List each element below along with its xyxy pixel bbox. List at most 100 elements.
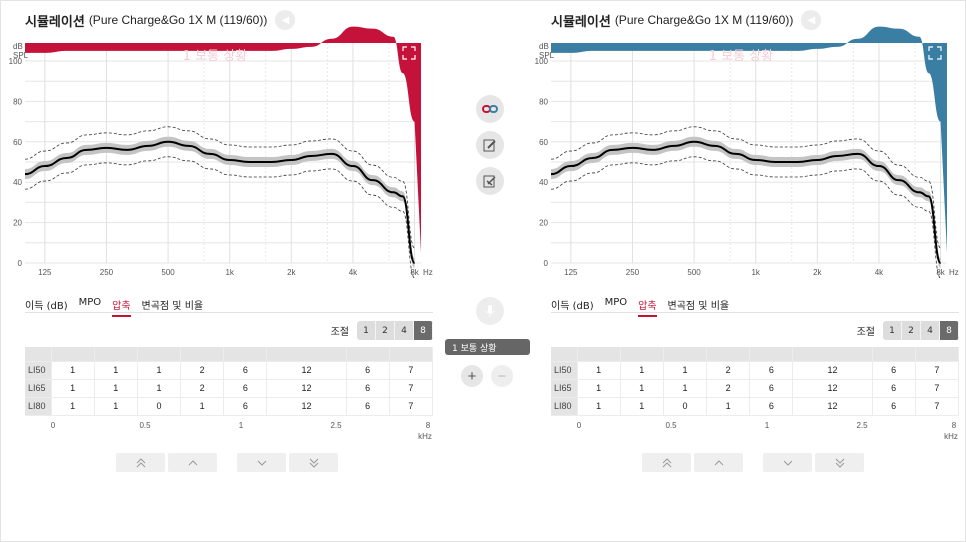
tab-compression[interactable]: 압축: [112, 297, 131, 317]
tab-gain[interactable]: 이득 (dB): [25, 301, 68, 312]
cell-value[interactable]: 12: [792, 379, 873, 398]
cell-value[interactable]: 6: [223, 379, 268, 398]
cell-value[interactable]: 12: [266, 397, 347, 416]
increase-button[interactable]: [168, 453, 217, 472]
cell-value[interactable]: 1: [94, 361, 138, 380]
cell-value[interactable]: 1: [663, 379, 708, 398]
speaker-icon[interactable]: ◀: [801, 10, 822, 30]
cell-value[interactable]: 1: [620, 361, 664, 380]
zoom-control: 조절 1 2 4 8: [857, 321, 959, 340]
cell-value[interactable]: 7: [915, 397, 960, 416]
cell-value[interactable]: 6: [872, 379, 916, 398]
y-unit-label: SPL: [539, 51, 555, 60]
cell-value[interactable]: 1: [577, 361, 621, 380]
increase-more-button[interactable]: [642, 453, 691, 472]
decrease-more-button[interactable]: [815, 453, 864, 472]
cell-value[interactable]: 6: [223, 361, 268, 380]
row-label: LI80: [25, 397, 52, 416]
cell-value[interactable]: 1: [94, 397, 138, 416]
tab-gain[interactable]: 이득 (dB): [551, 301, 594, 312]
cell-value[interactable]: 1: [51, 361, 95, 380]
cell-value[interactable]: 1: [706, 397, 751, 416]
cell-value[interactable]: 12: [266, 379, 347, 398]
edit-button[interactable]: [476, 131, 504, 159]
cell-value[interactable]: 7: [915, 379, 960, 398]
cell-value[interactable]: 6: [749, 361, 794, 380]
decrease-more-button[interactable]: [289, 453, 338, 472]
speaker-icon[interactable]: ◀: [275, 10, 296, 30]
cell-value[interactable]: 7: [915, 361, 960, 380]
cell-value[interactable]: 6: [346, 361, 390, 380]
cell-value[interactable]: 0: [663, 397, 708, 416]
cell-value[interactable]: 6: [223, 397, 268, 416]
row-label: LI50: [551, 361, 578, 380]
tab-compression[interactable]: 압축: [638, 297, 657, 317]
zoom-control: 조절 1 2 4 8: [331, 321, 433, 340]
cell-value[interactable]: 1: [137, 379, 182, 398]
cell-value[interactable]: 2: [706, 361, 751, 380]
cell-value[interactable]: 1: [620, 379, 664, 398]
cell-value[interactable]: 12: [792, 397, 873, 416]
tab-kneepoint-ratio[interactable]: 변곡점 및 비율: [141, 301, 204, 312]
edit-alt-button[interactable]: [476, 167, 504, 195]
khz-unit: kHz: [418, 432, 432, 441]
tab-kneepoint-ratio[interactable]: 변곡점 및 비율: [667, 301, 730, 312]
cell-value[interactable]: 6: [346, 397, 390, 416]
remove-situation-button[interactable]: −: [491, 365, 513, 387]
cell-value[interactable]: 1: [180, 397, 225, 416]
y-tick-label: 60: [539, 138, 548, 147]
info-icon: [379, 45, 395, 61]
microphone-button[interactable]: [476, 297, 504, 325]
cell-value[interactable]: 1: [94, 379, 138, 398]
decrease-button[interactable]: [237, 453, 286, 472]
cell-value[interactable]: 12: [792, 361, 873, 380]
cell-value[interactable]: 7: [389, 361, 434, 380]
y-unit-label: dB: [539, 42, 549, 51]
cell-value[interactable]: 6: [872, 361, 916, 380]
cell-value[interactable]: 1: [51, 379, 95, 398]
cell-value[interactable]: 6: [346, 379, 390, 398]
cell-value[interactable]: 2: [180, 379, 225, 398]
zoom-option-2[interactable]: 2: [376, 321, 395, 340]
x-tick-label: 125: [38, 268, 52, 277]
cell-value[interactable]: 6: [749, 397, 794, 416]
panel-title: 시뮬레이션 (Pure Charge&Go 1X M (119/60)) ◀: [551, 10, 822, 30]
device-name: (Pure Charge&Go 1X M (119/60)): [88, 13, 268, 27]
cell-value[interactable]: 1: [577, 397, 621, 416]
increase-more-button[interactable]: [116, 453, 165, 472]
tab-mpo[interactable]: MPO: [604, 297, 628, 308]
zoom-option-4[interactable]: 4: [921, 321, 940, 340]
zoom-option-1[interactable]: 1: [357, 321, 376, 340]
lower-limit-line: [550, 156, 941, 279]
cell-value[interactable]: 1: [663, 361, 708, 380]
cell-value[interactable]: 1: [51, 397, 95, 416]
cell-value[interactable]: 6: [872, 397, 916, 416]
cell-value[interactable]: 1: [577, 379, 621, 398]
cell-value[interactable]: 1: [137, 361, 182, 380]
tab-mpo[interactable]: MPO: [78, 297, 102, 308]
khz-tick: 2.5: [856, 421, 868, 430]
cell-value[interactable]: 2: [180, 361, 225, 380]
zoom-option-1[interactable]: 1: [883, 321, 902, 340]
zoom-option-4[interactable]: 4: [395, 321, 414, 340]
cell-value[interactable]: 12: [266, 361, 347, 380]
row-label: LI65: [25, 379, 52, 398]
zoom-option-8[interactable]: 8: [940, 321, 959, 340]
link-button[interactable]: [476, 95, 504, 123]
cell-value[interactable]: 1: [620, 397, 664, 416]
increase-button[interactable]: [694, 453, 743, 472]
zoom-option-2[interactable]: 2: [902, 321, 921, 340]
cell-value[interactable]: 7: [389, 397, 434, 416]
edit-icon: [483, 139, 496, 152]
cell-value[interactable]: 6: [749, 379, 794, 398]
cell-value[interactable]: 2: [706, 379, 751, 398]
cell-value[interactable]: 7: [389, 379, 434, 398]
zoom-option-8[interactable]: 8: [414, 321, 433, 340]
situation-label[interactable]: 1 보통 상황: [445, 339, 530, 355]
decrease-button[interactable]: [763, 453, 812, 472]
add-situation-button[interactable]: +: [461, 365, 483, 387]
double-chevron-up-icon: [662, 457, 671, 467]
mpo-area: [25, 26, 421, 253]
cell-value[interactable]: 0: [137, 397, 182, 416]
y-unit-label: dB: [13, 42, 23, 51]
